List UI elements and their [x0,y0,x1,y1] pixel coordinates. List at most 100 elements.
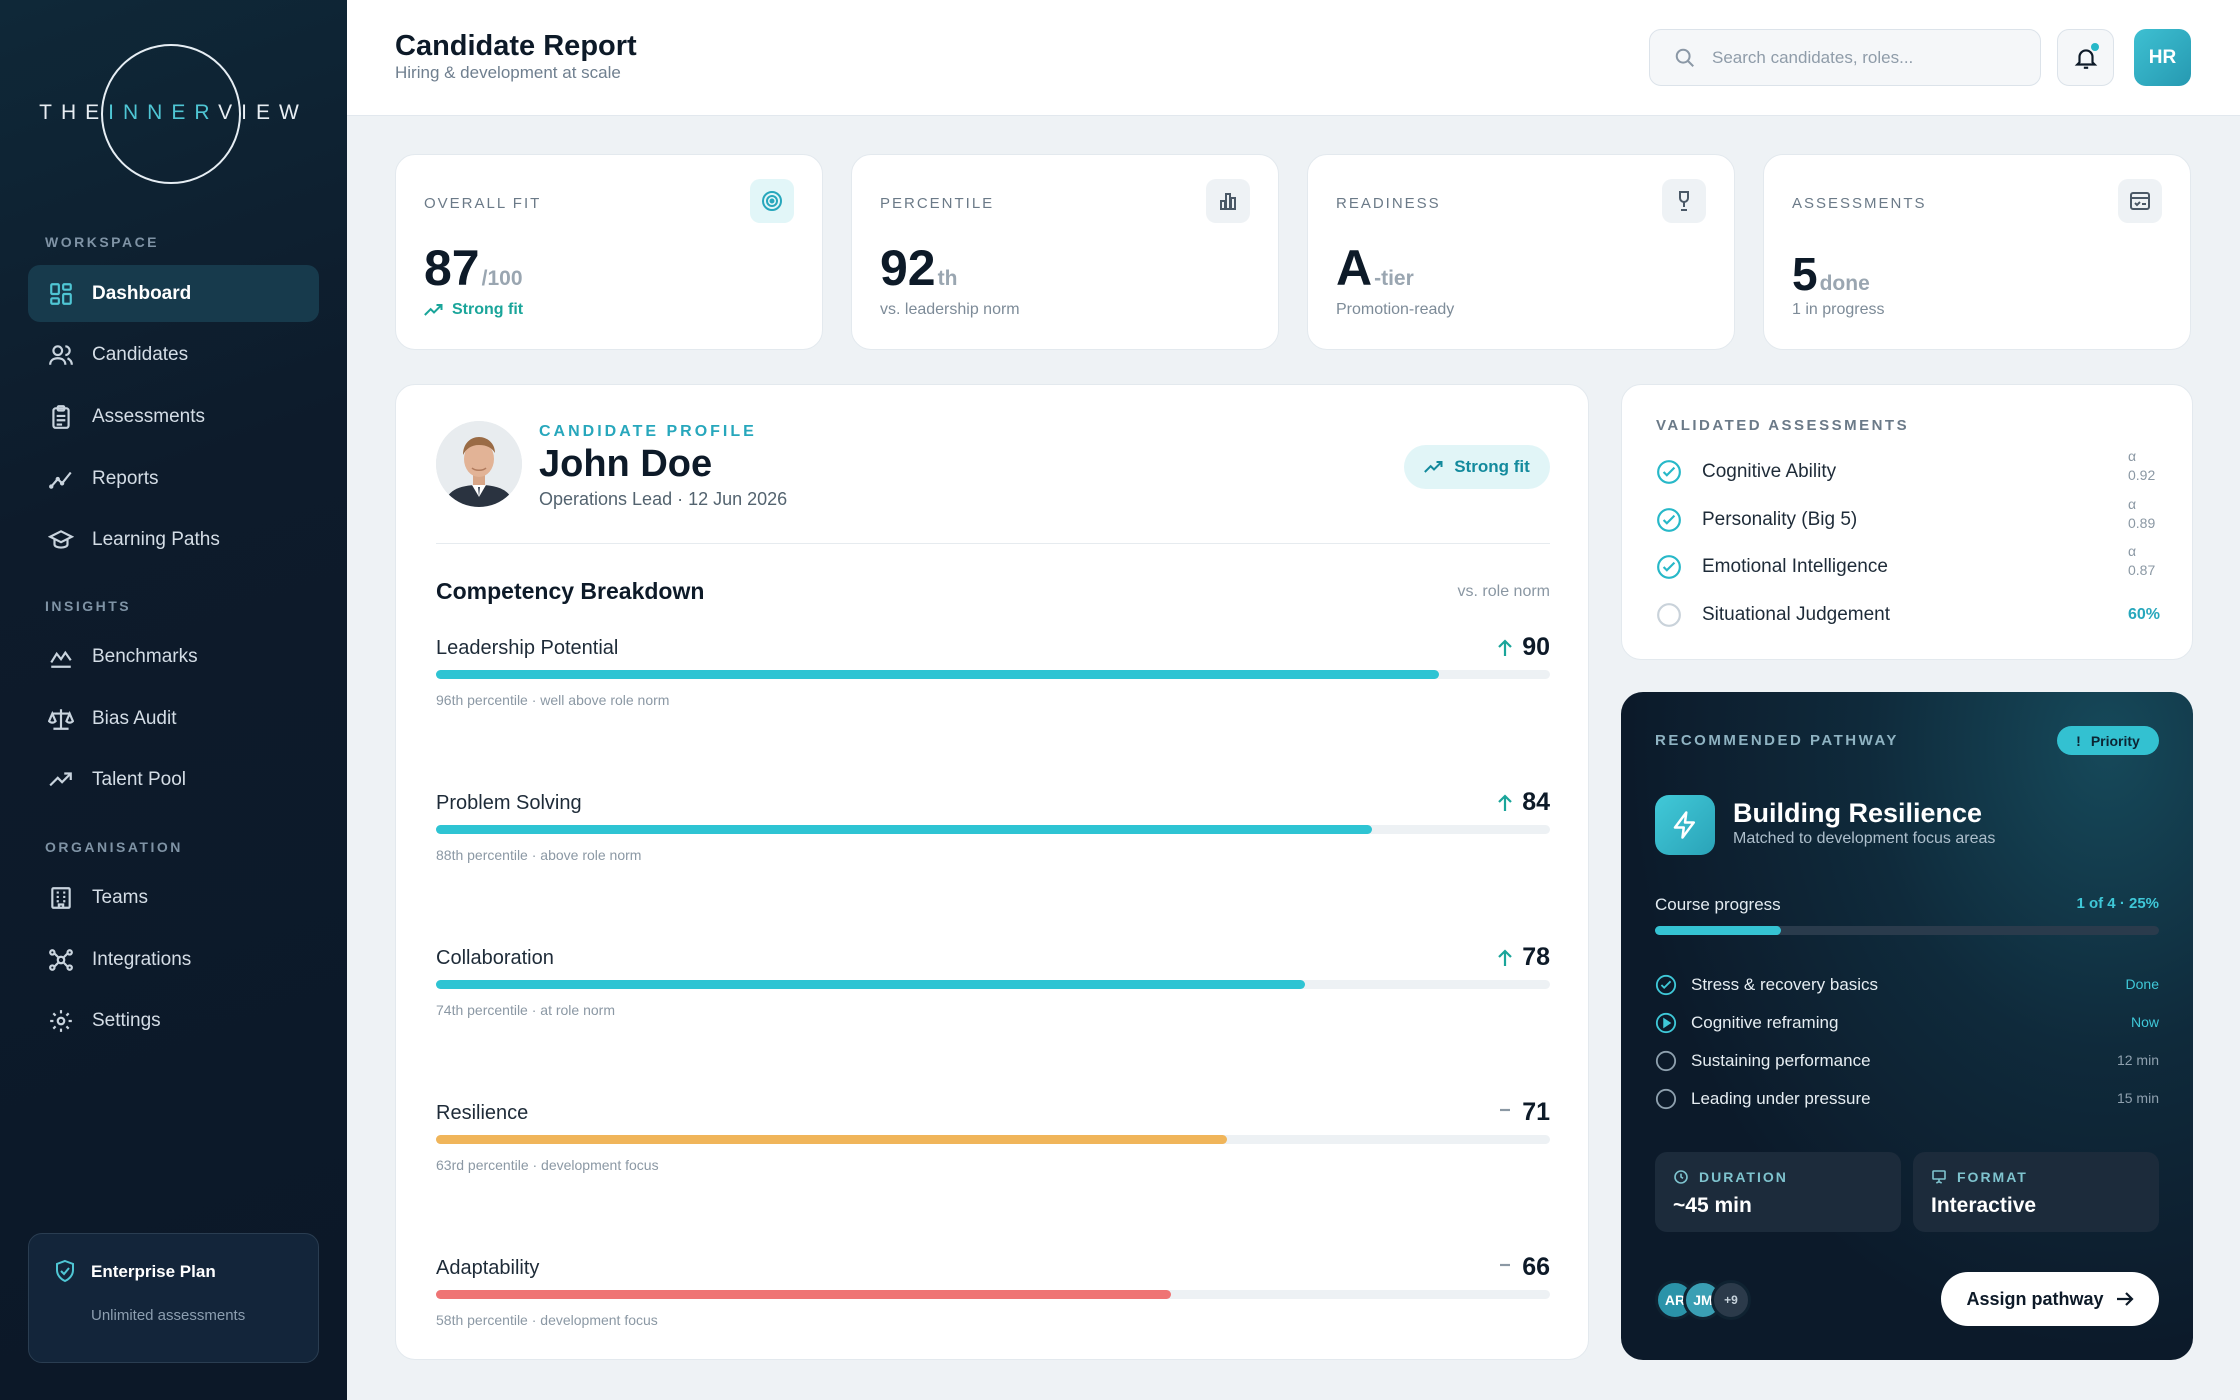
grid-icon [50,282,72,305]
dash-icon [1500,1263,1511,1266]
sidebar-item-bias-audit[interactable]: Bias Audit [28,690,319,747]
competency-fill [436,1290,1172,1299]
competency-note: 74th percentile · at role norm [436,1002,615,1018]
sidebar-item-reports[interactable]: Reports [28,450,319,507]
validated-assessments-card: VALIDATED ASSESSMENTS Cognitive Ability … [1621,384,2193,660]
format-card: FORMAT Interactive [1913,1152,2159,1232]
page-subtitle: Hiring & development at scale [395,63,621,82]
search-icon [1675,48,1694,67]
stat-value: 5done [1792,248,1870,300]
pathway-step[interactable]: Cognitive reframing Now [1655,1008,2159,1038]
assessment-name: Situational Judgement [1702,604,1891,625]
search-box[interactable] [1649,29,2041,86]
logo-wordmark: THEINNERVIEW [39,101,308,124]
assessment-alpha: α 0.87 [2128,543,2156,578]
sidebar-item-learning-paths[interactable]: Learning Paths [28,511,319,568]
building-icon [51,886,71,909]
arrow-up-icon [1498,948,1512,966]
competency-breakdown-norm: vs. role norm [1457,583,1550,600]
sidebar-item-benchmarks[interactable]: Benchmarks [28,628,319,685]
sidebar-item-talent-pool[interactable]: Talent Pool [28,751,319,808]
stat-footer: Strong fit [424,301,523,319]
benchmark-icon [50,650,72,668]
competency-row: Leadership Potential 90 96th percentile … [436,633,1550,737]
competency-score: 66 [1498,1253,1550,1282]
competency-track [436,1290,1550,1299]
step-name: Sustaining performance [1691,1051,1871,1070]
assessment-item[interactable]: Situational Judgement 60% [1656,596,2160,636]
stat-value: A-tier [1336,240,1414,296]
competency-score: 78 [1498,943,1550,972]
trending-up-icon [49,771,72,786]
arrow-right-icon [2116,1292,2134,1306]
notifications-button[interactable] [2057,29,2114,86]
sidebar-item-assessments[interactable]: Assessments [28,388,319,445]
stat-footer: Promotion-ready [1336,301,1455,318]
stat-icon-box [750,179,794,223]
pathway-step[interactable]: Leading under pressure 15 min [1655,1084,2159,1114]
candidate-name: John Doe [539,443,713,485]
competency-note: 96th percentile · well above role norm [436,692,670,708]
stat-card-readiness: READINESS A-tier Promotion-ready [1307,154,1735,350]
competency-track [436,670,1550,679]
competency-breakdown-title: Competency Breakdown [436,578,705,604]
competency-fill [436,1135,1227,1144]
duration-value: ~45 min [1673,1194,1752,1217]
assign-pathway-button[interactable]: Assign pathway [1941,1272,2159,1326]
competency-score: 90 [1498,633,1550,662]
assessment-progress: 60% [2127,606,2160,623]
pathway-step[interactable]: Stress & recovery basics Done [1655,970,2159,1000]
sidebar: THEINNERVIEW WORKSPACE Dashboard Candida… [0,0,347,1400]
network-icon [49,948,73,971]
search-input[interactable] [1712,47,2032,68]
sidebar-item-candidates[interactable]: Candidates [28,326,319,383]
assessment-item[interactable]: Emotional Intelligence α 0.87 [1656,543,2160,588]
trend-icon [49,471,72,489]
stat-suffix: -tier [1374,267,1414,290]
logo: THEINNERVIEW [0,44,347,184]
logo-ring [101,44,241,184]
graduation-cap-icon [48,529,74,549]
stat-value: 92th [880,240,958,296]
competency-note: 88th percentile · above role norm [436,847,642,863]
check-circle-icon [1655,974,1677,996]
candidate-meta: Operations Lead · 12 Jun 2026 [539,489,788,509]
avatar-overflow: +9 [1711,1280,1751,1320]
format-label: FORMAT [1931,1169,2028,1185]
stat-card-percentile: PERCENTILE 92th vs. leadership norm [851,154,1279,350]
competency-row: Resilience 71 63rd percentile · developm… [436,1098,1550,1202]
pathway-subtitle: Matched to development focus areas [1733,830,1996,847]
bell-icon [2074,48,2097,69]
stat-card-assessments: ASSESSMENTS 5done 1 in progress [1763,154,2191,350]
stat-label: PERCENTILE [880,195,995,212]
gear-icon [50,1009,72,1032]
stat-footer: vs. leadership norm [880,301,1020,318]
assessment-item[interactable]: Cognitive Ability α 0.92 [1656,448,2160,493]
pathway-name: Building Resilience [1733,798,1983,828]
sidebar-item-teams[interactable]: Teams [28,869,319,926]
assessment-name: Cognitive Ability [1702,461,1837,482]
assigned-avatars: AR JM +9 [1655,1280,1855,1320]
sidebar-item-label: Reports [92,467,159,489]
stat-suffix: /100 [481,267,523,290]
trending-up-icon [424,304,443,316]
sidebar-item-integrations[interactable]: Integrations [28,931,319,988]
play-circle-icon [1655,1012,1677,1034]
competency-fill [436,825,1372,834]
sidebar-item-settings[interactable]: Settings [28,992,319,1049]
sidebar-item-label: Bias Audit [92,707,177,729]
nav-section-organisation: ORGANISATION [45,839,183,855]
competency-note: 63rd percentile · development focus [436,1157,659,1173]
assessment-item[interactable]: Personality (Big 5) α 0.89 [1656,496,2160,541]
scale-icon [48,708,74,730]
user-avatar[interactable]: HR [2134,29,2191,86]
competency-name: Adaptability [436,1257,540,1279]
header: Candidate Report Hiring & development at… [347,0,2240,116]
stat-icon-box [2118,179,2162,223]
competency-row: Adaptability 66 58th percentile · develo… [436,1253,1550,1357]
step-status: Now [2130,1014,2159,1030]
plan-card[interactable]: Enterprise Plan Unlimited assessments [28,1233,319,1363]
pathway-step[interactable]: Sustaining performance 12 min [1655,1046,2159,1076]
sidebar-item-dashboard[interactable]: Dashboard [28,265,319,322]
candidate-profile-card: CANDIDATE PROFILE John Doe Operations Le… [395,384,1589,1360]
